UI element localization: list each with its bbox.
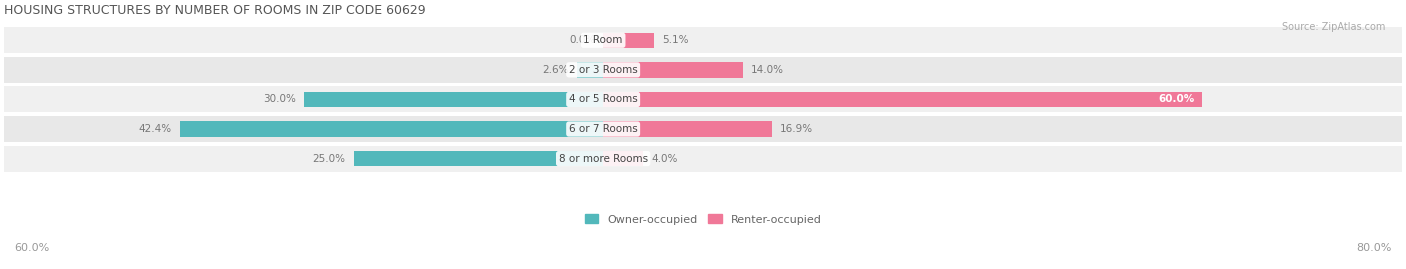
Text: 1 Room: 1 Room bbox=[583, 35, 623, 45]
Bar bbox=[603, 33, 654, 48]
Bar bbox=[603, 151, 643, 166]
Bar bbox=[4, 27, 1402, 53]
Text: 30.0%: 30.0% bbox=[263, 94, 295, 104]
Bar bbox=[4, 146, 1402, 172]
Text: 60.0%: 60.0% bbox=[14, 243, 49, 253]
Bar bbox=[180, 121, 603, 137]
Text: 60.0%: 60.0% bbox=[1159, 94, 1194, 104]
Bar bbox=[4, 86, 1402, 112]
Text: 5.1%: 5.1% bbox=[662, 35, 689, 45]
Bar bbox=[4, 57, 1402, 83]
Bar bbox=[603, 62, 742, 77]
Bar bbox=[603, 92, 1202, 107]
Text: 4.0%: 4.0% bbox=[651, 154, 678, 164]
Text: 8 or more Rooms: 8 or more Rooms bbox=[558, 154, 648, 164]
Text: 25.0%: 25.0% bbox=[312, 154, 346, 164]
Bar bbox=[304, 92, 603, 107]
Text: 80.0%: 80.0% bbox=[1357, 243, 1392, 253]
Text: Source: ZipAtlas.com: Source: ZipAtlas.com bbox=[1281, 22, 1385, 31]
Text: 2 or 3 Rooms: 2 or 3 Rooms bbox=[569, 65, 637, 75]
Text: 4 or 5 Rooms: 4 or 5 Rooms bbox=[569, 94, 637, 104]
Bar bbox=[4, 116, 1402, 142]
Text: 6 or 7 Rooms: 6 or 7 Rooms bbox=[569, 124, 637, 134]
Text: HOUSING STRUCTURES BY NUMBER OF ROOMS IN ZIP CODE 60629: HOUSING STRUCTURES BY NUMBER OF ROOMS IN… bbox=[4, 4, 426, 17]
Text: 0.0%: 0.0% bbox=[569, 35, 595, 45]
Legend: Owner-occupied, Renter-occupied: Owner-occupied, Renter-occupied bbox=[585, 214, 821, 225]
Bar bbox=[578, 62, 603, 77]
Text: 42.4%: 42.4% bbox=[139, 124, 172, 134]
Text: 2.6%: 2.6% bbox=[543, 65, 569, 75]
Text: 14.0%: 14.0% bbox=[751, 65, 785, 75]
Bar bbox=[353, 151, 603, 166]
Text: 16.9%: 16.9% bbox=[780, 124, 813, 134]
Bar bbox=[603, 121, 772, 137]
